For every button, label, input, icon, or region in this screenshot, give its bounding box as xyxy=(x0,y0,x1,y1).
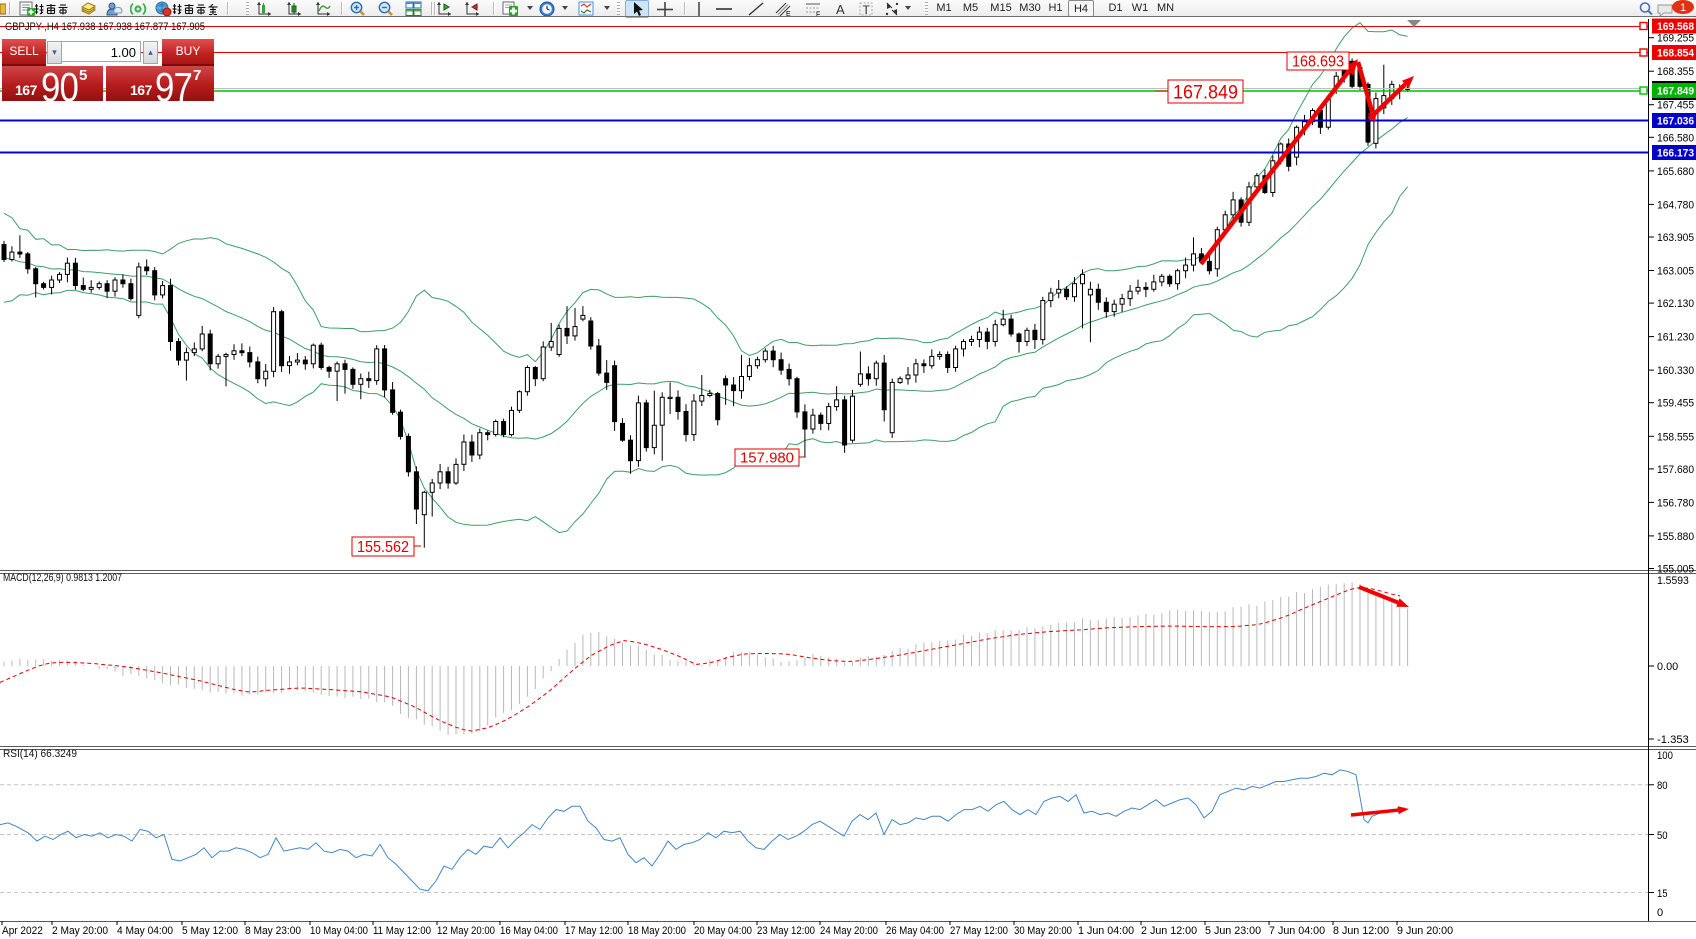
svg-text:T: T xyxy=(863,3,871,17)
svg-text:GBPJPY-,H4 167.938 167.938 16: GBPJPY-,H4 167.938 167.938 167.877 167.9… xyxy=(5,21,205,33)
svg-text:0: 0 xyxy=(1657,907,1663,919)
svg-text:155.005: 155.005 xyxy=(1657,564,1694,576)
svg-text:167.036: 167.036 xyxy=(1657,116,1694,128)
svg-text:167.849: 167.849 xyxy=(1173,82,1238,103)
svg-text:165.680: 165.680 xyxy=(1657,166,1694,178)
svg-text:11 May 12:00: 11 May 12:00 xyxy=(373,925,431,937)
svg-text:167.849: 167.849 xyxy=(1657,86,1694,98)
svg-text:27 May 12:00: 27 May 12:00 xyxy=(950,925,1008,937)
svg-text:155.880: 155.880 xyxy=(1657,531,1694,543)
svg-text:5 May 12:00: 5 May 12:00 xyxy=(182,925,238,937)
svg-text:16 May 04:00: 16 May 04:00 xyxy=(500,925,558,937)
svg-text:F: F xyxy=(816,12,820,18)
svg-text:50: 50 xyxy=(1657,830,1668,842)
svg-text:169.568: 169.568 xyxy=(1657,21,1694,33)
svg-text:7 Jun 04:00: 7 Jun 04:00 xyxy=(1269,925,1325,937)
svg-text:1: 1 xyxy=(1680,2,1686,14)
svg-text:1 Jun 04:00: 1 Jun 04:00 xyxy=(1078,925,1134,937)
svg-text:-1.353: -1.353 xyxy=(1657,734,1689,746)
svg-text:1.5593: 1.5593 xyxy=(1657,575,1689,587)
svg-text:20 May 04:00: 20 May 04:00 xyxy=(694,925,752,937)
svg-text:163.905: 163.905 xyxy=(1657,232,1694,244)
svg-text:162.130: 162.130 xyxy=(1657,298,1694,310)
svg-text:5 Jun 23:00: 5 Jun 23:00 xyxy=(1205,925,1261,937)
svg-text:8 Jun 12:00: 8 Jun 12:00 xyxy=(1333,925,1389,937)
svg-text:15: 15 xyxy=(1657,888,1668,900)
svg-text:155.562: 155.562 xyxy=(357,539,409,556)
svg-text:100: 100 xyxy=(1657,750,1673,762)
svg-text:166.173: 166.173 xyxy=(1657,148,1694,160)
svg-text:80: 80 xyxy=(1657,780,1668,792)
svg-text:157.980: 157.980 xyxy=(740,451,794,467)
svg-text:4 May 04:00: 4 May 04:00 xyxy=(117,925,173,937)
svg-text:9 Jun 20:00: 9 Jun 20:00 xyxy=(1397,925,1453,937)
svg-text:168.693: 168.693 xyxy=(1292,54,1344,71)
svg-text:26 May 04:00: 26 May 04:00 xyxy=(886,925,944,937)
svg-text:A: A xyxy=(836,2,845,17)
svg-text:18 May 20:00: 18 May 20:00 xyxy=(628,925,686,937)
svg-text:156.780: 156.780 xyxy=(1657,497,1694,509)
svg-text:24 May 20:00: 24 May 20:00 xyxy=(820,925,878,937)
svg-text:158.555: 158.555 xyxy=(1657,431,1694,443)
svg-text:164.780: 164.780 xyxy=(1657,199,1694,211)
svg-text:168.355: 168.355 xyxy=(1657,66,1694,78)
svg-text:161.230: 161.230 xyxy=(1657,332,1694,344)
svg-text:MACD(12,26,9) 0.9813 1.2007: MACD(12,26,9) 0.9813 1.2007 xyxy=(3,572,122,584)
svg-text:160.330: 160.330 xyxy=(1657,365,1694,377)
svg-text:30 May 20:00: 30 May 20:00 xyxy=(1014,925,1072,937)
svg-text:17 May 12:00: 17 May 12:00 xyxy=(565,925,623,937)
svg-text:Apr 2022: Apr 2022 xyxy=(2,925,43,937)
svg-text:167.455: 167.455 xyxy=(1657,100,1694,112)
svg-text:23 May 12:00: 23 May 12:00 xyxy=(757,925,815,937)
svg-text:163.005: 163.005 xyxy=(1657,266,1694,278)
svg-text:E: E xyxy=(786,11,791,17)
svg-text:2 Jun 12:00: 2 Jun 12:00 xyxy=(1141,925,1197,937)
svg-text:12 May 20:00: 12 May 20:00 xyxy=(437,925,495,937)
svg-text:159.455: 159.455 xyxy=(1657,398,1694,410)
svg-text:0.00: 0.00 xyxy=(1657,661,1678,673)
svg-text:169.255: 169.255 xyxy=(1657,33,1694,45)
svg-text:168.854: 168.854 xyxy=(1657,48,1695,60)
svg-text:157.680: 157.680 xyxy=(1657,464,1694,476)
svg-text:2 May 20:00: 2 May 20:00 xyxy=(52,925,108,937)
svg-text:RSI(14) 66.3249: RSI(14) 66.3249 xyxy=(3,748,77,760)
svg-text:166.580: 166.580 xyxy=(1657,132,1694,144)
svg-text:8 May 23:00: 8 May 23:00 xyxy=(245,925,301,937)
svg-text:10 May 04:00: 10 May 04:00 xyxy=(310,925,368,937)
